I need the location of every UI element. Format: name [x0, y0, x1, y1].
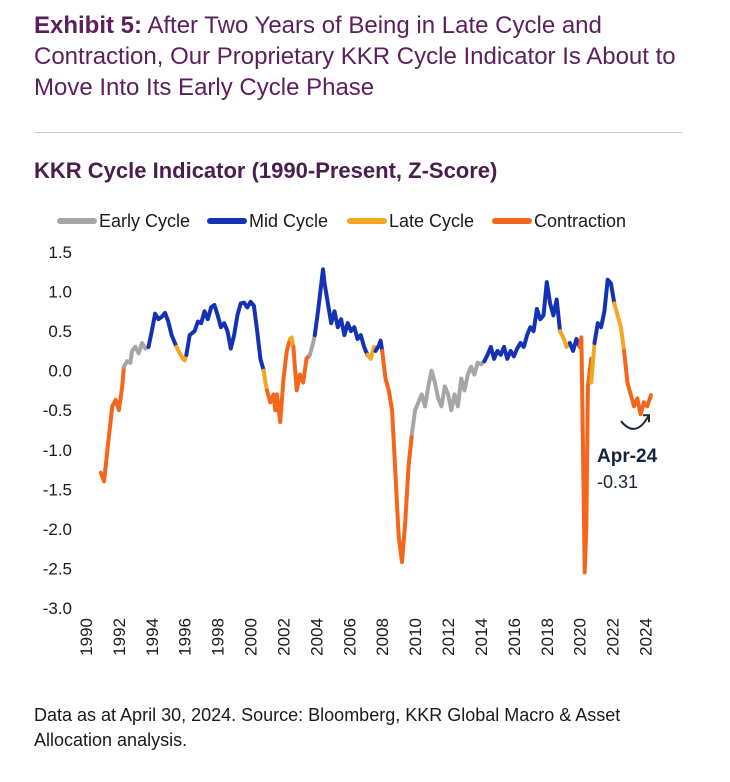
cycle-indicator-chart: Early Cycle Mid Cycle Late Cycle Contractio… [43, 211, 658, 656]
x-tick-label: 2000 [242, 618, 261, 656]
y-tick-label: -2.5 [43, 559, 72, 578]
series-segment-mid-cycle [567, 337, 582, 353]
legend-label-contraction: Contraction [534, 211, 626, 231]
series-segment-contraction [380, 348, 414, 565]
x-tick-label: 2006 [340, 618, 359, 656]
x-axis: 1990 1992 1994 1996 1998 2000 2002 2004 2006 2008… [77, 618, 656, 656]
latest-annotation: Apr-24 -0.31 [597, 414, 658, 492]
series-segment-mid-cycle [373, 338, 385, 353]
y-tick-label: -2.0 [43, 520, 72, 539]
series-segment-late-cycle [612, 301, 627, 353]
series-segment-late-cycle [558, 329, 572, 349]
series-segment-early-cycle [409, 359, 487, 436]
x-tick-label: 2008 [373, 618, 392, 656]
annotation-value: -0.31 [597, 472, 638, 492]
x-tick-label: 2010 [406, 618, 425, 656]
y-tick-label: 0.0 [48, 362, 72, 381]
legend-label-late-cycle: Late Cycle [389, 211, 474, 231]
chart-legend: Early Cycle Mid Cycle Late Cycle Contractio… [57, 211, 626, 231]
annotation-arrow [620, 414, 650, 430]
annotation-date: Apr-24 [597, 446, 658, 467]
exhibit-headline: Exhibit 5: After Two Years of Being in L… [34, 10, 694, 103]
divider-rule [34, 132, 682, 133]
series-segment-contraction [265, 337, 293, 425]
series-segment-early-cycle [307, 333, 317, 357]
series-segment-mid-cycle [146, 310, 179, 349]
series-segment-contraction [622, 348, 653, 417]
annotation-arrowhead [642, 414, 650, 423]
source-footnote: Data as at April 30, 2024. Source: Bloom… [34, 705, 621, 750]
exhibit-label: Exhibit 5: [34, 12, 143, 39]
x-tick-label: 2018 [538, 618, 557, 656]
y-tick-label: -1.5 [43, 480, 72, 499]
x-tick-label: 2014 [472, 618, 491, 656]
x-tick-label: 2002 [274, 618, 293, 656]
y-tick-label: 1.0 [48, 283, 72, 302]
x-tick-label: 1990 [77, 618, 96, 656]
series-segment-mid-cycle [184, 299, 266, 373]
series-segment-late-cycle [288, 335, 296, 349]
x-tick-label: 2024 [637, 618, 656, 656]
x-tick-label: 2016 [505, 618, 524, 656]
y-tick-label: -0.5 [43, 401, 72, 420]
series-segment-contraction [98, 364, 126, 484]
exhibit-title: After Two Years of Being in Late Cycle a… [34, 12, 676, 101]
chart-title: KKR Cycle Indicator (1990-Present, Z-Sco… [34, 158, 498, 183]
series-segment-contraction [577, 335, 594, 575]
y-tick-label: 1.5 [48, 243, 72, 262]
x-tick-label: 1994 [143, 618, 162, 656]
legend-label-early-cycle: Early Cycle [99, 211, 190, 231]
series-segment-late-cycle [589, 341, 597, 385]
x-tick-label: 1996 [176, 618, 195, 656]
y-tick-label: -3.0 [43, 599, 72, 618]
x-tick-label: 2020 [571, 618, 590, 656]
series-segment-mid-cycle [312, 267, 370, 357]
series-lines [98, 267, 653, 575]
y-axis: 1.5 1.0 0.5 0.0 -0.5 -1.0 -1.5 -2.0 -2.5 -3.0 [43, 243, 72, 618]
y-tick-label: 0.5 [48, 322, 72, 341]
series-segment-mid-cycle [592, 277, 617, 345]
series-segment-late-cycle [174, 344, 189, 363]
x-tick-label: 2004 [307, 618, 326, 656]
legend-label-mid-cycle: Mid Cycle [249, 211, 328, 231]
y-tick-label: -1.0 [43, 441, 72, 460]
series-segment-early-cycle [121, 341, 151, 369]
series-segment-contraction [291, 344, 312, 393]
series-segment-mid-cycle [482, 280, 562, 364]
x-tick-label: 1998 [209, 618, 228, 656]
x-tick-label: 2012 [439, 618, 458, 656]
series-segment-late-cycle [261, 368, 269, 393]
x-tick-label: 2022 [604, 618, 623, 656]
x-tick-label: 1992 [110, 618, 129, 656]
